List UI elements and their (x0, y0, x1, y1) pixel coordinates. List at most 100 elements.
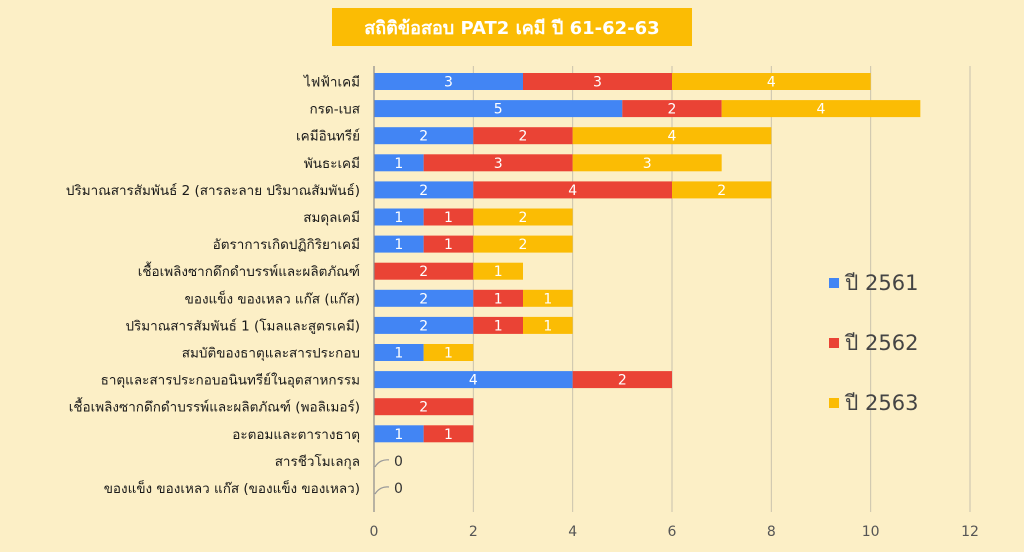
bar-value-label: 2 (717, 183, 726, 199)
bar-value-label: 2 (519, 237, 528, 253)
bar-value-label: 1 (394, 346, 403, 362)
category-label: กรด-เบส (310, 102, 361, 118)
zero-value-label: 0 (394, 481, 403, 497)
bar-segment (374, 100, 623, 118)
bar-segment (374, 425, 424, 443)
bar-value-label: 2 (419, 318, 428, 334)
legend-swatch (829, 278, 839, 288)
bar-segment (374, 371, 573, 389)
bar-value-label: 1 (394, 156, 403, 172)
bar-segment (374, 235, 424, 253)
bar-value-label: 4 (469, 373, 478, 389)
bar-segment (473, 262, 523, 280)
category-labels: ไฟฟ้าเคมีกรด-เบสเคมีอินทรีย์พันธะเคมีปริ… (66, 75, 360, 498)
category-label: เชื้อเพลิงซากดึกดำบรรพ์และผลิตภัณฑ์ (138, 261, 360, 280)
bar-value-label: 2 (668, 102, 677, 118)
bar-segment (423, 208, 474, 226)
bar-segment (572, 127, 772, 145)
bar-segment (721, 100, 921, 118)
bar-value-label: 2 (419, 291, 428, 307)
category-label: สมดุลเคมี (303, 210, 360, 226)
bar-segment (672, 73, 871, 90)
bar-segment (473, 235, 573, 253)
bar-value-label: 1 (444, 346, 453, 362)
bar-segment (374, 208, 424, 226)
category-label: พันธะเคมี (304, 156, 360, 172)
bar-value-label: 2 (519, 129, 528, 145)
bar-segment (523, 289, 573, 307)
bar-segment (374, 127, 474, 145)
bar-value-label: 1 (444, 237, 453, 253)
bar-segment (473, 208, 573, 226)
x-tick-label: 10 (862, 524, 880, 540)
bar-segment (374, 398, 474, 416)
bars: 3 3 45 2 42 2 41 3 32 4 21 1 21 1 22 12 1 12 1 11 14 221 100 (374, 73, 921, 497)
bar-segment (473, 316, 523, 334)
x-tick-label: 4 (568, 524, 577, 540)
bar-segment (423, 235, 474, 253)
x-axis: 0 2 4 6 8 10 12 (370, 66, 979, 540)
chart-title: สถิติข้อสอบ PAT2 เคมี ปี 61-62-63 (364, 18, 659, 39)
bar-segment (423, 344, 474, 361)
bar-segment (423, 154, 573, 172)
bar-value-label: 4 (668, 129, 677, 145)
bar-segment (622, 100, 722, 118)
legend-swatch (829, 338, 839, 348)
x-tick-label: 12 (961, 524, 979, 540)
bar-segment (374, 289, 474, 307)
x-tick-label: 8 (767, 524, 776, 540)
bar-segment (374, 73, 523, 90)
category-label: ธาตุและสารประกอบอนินทรีย์ในอุตสาหกรรม (101, 372, 360, 389)
bar-value-label: 1 (394, 427, 403, 443)
x-tick-label: 0 (370, 524, 379, 540)
zero-leader-line (374, 459, 390, 468)
bar-segment (473, 289, 523, 307)
bar-value-label: 3 (643, 156, 652, 172)
bar-value-label: 1 (494, 318, 503, 334)
bar-segment (473, 127, 573, 145)
chart-title-background (332, 8, 692, 46)
bar-value-label: 1 (444, 210, 453, 226)
bar-value-label: 1 (494, 291, 503, 307)
x-tick-label: 2 (469, 524, 478, 540)
bar-segment (572, 154, 722, 172)
bar-value-label: 4 (767, 75, 776, 91)
bar-value-label: 5 (494, 102, 503, 118)
bar-value-label: 1 (543, 291, 552, 307)
bar-value-label: 2 (419, 264, 428, 280)
bar-segment (374, 316, 474, 334)
category-label: อะตอมและตารางธาตุ (232, 427, 360, 443)
bar-value-label: 2 (618, 373, 627, 389)
bar-segment (374, 181, 474, 199)
bar-value-label: 4 (568, 183, 577, 199)
bar-segment (572, 371, 672, 389)
legend-label: ปี 2563 (844, 391, 918, 415)
bar-value-label: 1 (494, 264, 503, 280)
bar-value-label: 2 (419, 129, 428, 145)
legend-swatch (829, 398, 839, 408)
bar-segment (374, 154, 424, 172)
bar-value-label: 2 (419, 183, 428, 199)
bar-value-label: 3 (444, 75, 453, 91)
bar-value-label: 2 (419, 400, 428, 416)
category-label: ของแข็ง ของเหลว แก๊ส (ของแข็ง ของเหลว) (104, 479, 360, 497)
zero-leader-line (374, 486, 390, 495)
bar-segment (523, 316, 573, 334)
category-label: ปริมาณสารสัมพันธ์ 2 (สารละลาย ปริมาณสัมพ… (66, 182, 360, 199)
category-label: สมบัติของธาตุและสารประกอบ (182, 346, 360, 362)
bar-segment (523, 73, 672, 90)
category-label: ปริมาณสารสัมพันธ์ 1 (โมลและสูตรเคมี) (125, 317, 360, 334)
bar-segment (374, 262, 474, 280)
bar-value-label: 3 (593, 75, 602, 91)
bar-segment (374, 344, 424, 361)
bar-value-label: 1 (543, 318, 552, 334)
bar-value-label: 3 (494, 156, 503, 172)
category-label: อัตราการเกิดปฏิกิริยาเคมี (213, 237, 360, 253)
category-label: ไฟฟ้าเคมี (303, 75, 360, 91)
legend-label: ปี 2562 (844, 331, 918, 355)
bar-value-label: 1 (444, 427, 453, 443)
zero-value-label: 0 (394, 454, 403, 470)
category-label: เคมีอินทรีย์ (296, 128, 360, 145)
bar-segment (423, 425, 474, 443)
